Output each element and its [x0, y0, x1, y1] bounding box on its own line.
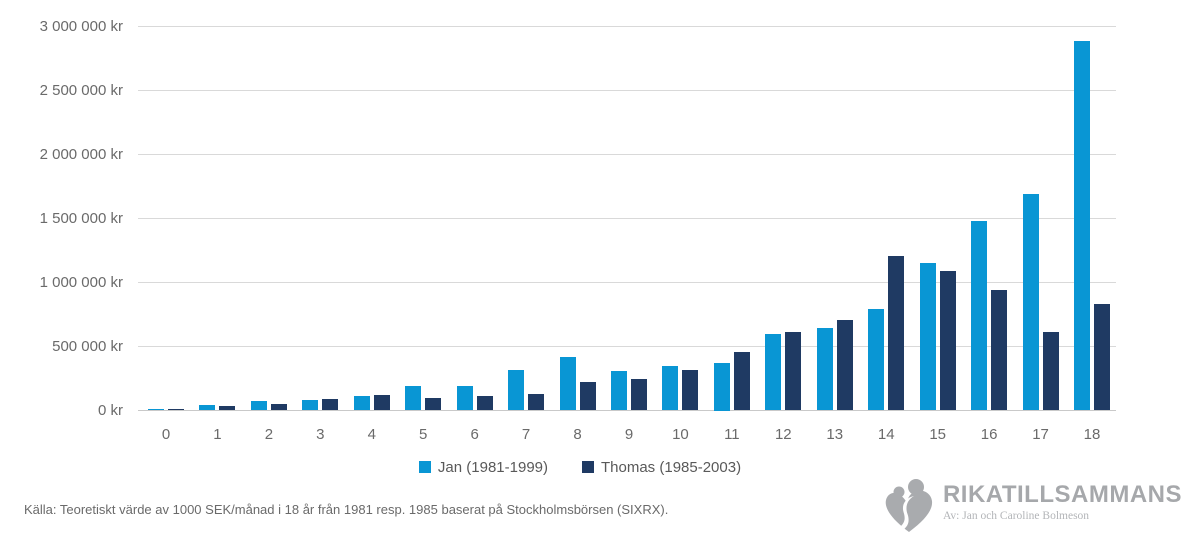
bar-thomas-18 [1093, 303, 1110, 411]
legend-label-thomas: Thomas (1985-2003) [601, 458, 742, 476]
bar-thomas-5 [425, 398, 442, 411]
legend-item-thomas: Thomas (1985-2003) [582, 459, 741, 476]
bar-jan-9 [610, 370, 627, 411]
legend-swatch-thomas [582, 461, 594, 473]
bar-thomas-8 [579, 381, 596, 411]
bar-thomas-6 [476, 395, 493, 411]
y-axis-tick-label: 500 000 kr [52, 338, 123, 355]
gridline-1000000 [138, 282, 1116, 283]
gridline-2500000 [138, 90, 1116, 91]
y-axis-tick-label: 1 500 000 kr [39, 210, 123, 227]
bar-thomas-7 [528, 393, 545, 411]
bar-thomas-15 [939, 270, 956, 411]
bar-jan-1 [199, 405, 216, 411]
bar-thomas-13 [836, 320, 853, 411]
bar-jan-16 [971, 221, 988, 411]
x-axis-tick-label: 0 [161, 426, 171, 443]
gridline-0 [138, 410, 1116, 411]
x-axis-tick-label: 15 [929, 426, 946, 443]
bar-jan-3 [302, 400, 319, 411]
bar-jan-11 [713, 362, 730, 411]
x-axis-tick-label: 18 [1083, 426, 1101, 443]
x-axis-tick-label: 10 [672, 426, 689, 443]
y-axis-tick-label: 3 000 000 kr [39, 18, 123, 35]
bar-jan-7 [508, 369, 525, 411]
bar-thomas-2 [270, 404, 287, 411]
x-axis-tick-label: 2 [264, 426, 274, 443]
bar-jan-0 [148, 408, 164, 411]
x-axis-tick-label: 1 [213, 426, 222, 443]
bar-jan-10 [662, 366, 679, 411]
legend-item-jan: Jan (1981-1999) [418, 458, 548, 476]
y-axis-tick-label: 0 kr [97, 402, 123, 419]
bar-jan-2 [250, 400, 267, 411]
y-axis-tick-label: 1 000 000 kr [39, 274, 123, 291]
source-caption: Källa: Teoretiskt värde av 1000 SEK/måna… [24, 502, 669, 517]
gridline-1500000 [138, 218, 1116, 219]
x-axis-tick-label: 11 [724, 426, 740, 443]
x-axis-tick-label: 3 [316, 426, 325, 443]
gridline-2000000 [138, 154, 1116, 155]
x-axis-tick-label: 16 [980, 426, 998, 443]
bar-thomas-10 [682, 370, 699, 411]
x-axis-tick-label: 6 [470, 426, 479, 443]
x-axis-tick-label: 8 [573, 426, 582, 443]
bar-jan-4 [353, 396, 370, 411]
bar-jan-17 [1022, 194, 1039, 411]
chart-legend: Jan (1981-1999) Thomas (1985-2003) [0, 457, 1160, 477]
x-axis-tick-label: 13 [826, 426, 844, 443]
bar-thomas-12 [785, 332, 802, 411]
bar-jan-13 [816, 327, 833, 411]
bar-thomas-4 [373, 395, 390, 411]
x-axis-tick-label: 12 [774, 426, 792, 443]
gridline-500000 [138, 346, 1116, 347]
bar-jan-15 [919, 263, 936, 411]
legend-swatch-jan [418, 461, 431, 473]
bar-thomas-9 [630, 379, 647, 411]
bar-thomas-14 [888, 256, 905, 411]
people-heart-icon [881, 476, 937, 541]
x-axis-tick-label: 9 [624, 426, 634, 443]
bar-thomas-16 [991, 290, 1008, 411]
bar-jan-8 [559, 356, 576, 411]
bar-thomas-17 [1042, 332, 1059, 411]
brand-byline: Av: Jan och Caroline Bolmeson [942, 510, 1090, 522]
x-axis-tick-label: 14 [877, 426, 895, 443]
y-axis-tick-label: 2 500 000 kr [39, 82, 123, 99]
bar-jan-18 [1073, 40, 1090, 411]
bar-thomas-3 [322, 398, 339, 411]
gridline-3000000 [138, 26, 1116, 27]
x-axis-tick-label: 5 [419, 426, 428, 443]
bar-thomas-1 [219, 406, 236, 411]
y-axis-tick-label: 2 000 000 kr [39, 146, 123, 163]
x-axis-tick-label: 7 [521, 426, 531, 443]
brand-name: RIKATILLSAMMANS [942, 481, 1182, 508]
bar-thomas-11 [733, 351, 750, 411]
rikatillsammans-branding: RIKATILLSAMMANS Av: Jan och Caroline Bol… [881, 476, 1182, 541]
bar-jan-5 [405, 385, 422, 411]
bar-jan-6 [456, 386, 473, 411]
x-axis-tick-label: 4 [367, 426, 376, 443]
x-axis-tick-label: 17 [1032, 426, 1049, 443]
legend-label-jan: Jan (1981-1999) [437, 458, 548, 476]
bar-jan-14 [868, 309, 885, 411]
bar-jan-12 [765, 334, 782, 411]
bar-thomas-0 [168, 408, 184, 411]
